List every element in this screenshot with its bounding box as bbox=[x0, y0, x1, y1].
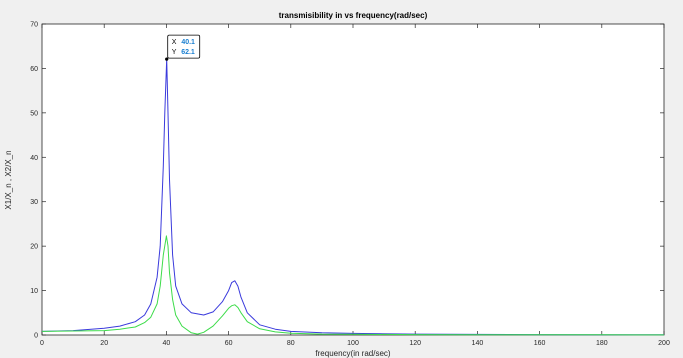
x-axis-label: frequency(in rad/sec) bbox=[315, 349, 390, 358]
x-tick-label: 100 bbox=[347, 340, 359, 347]
data-tip-box bbox=[167, 34, 201, 59]
x-tick-label: 60 bbox=[225, 340, 233, 347]
x-tick-label: 80 bbox=[287, 340, 295, 347]
series-line-1 bbox=[41, 58, 665, 336]
data-tip-x-label: X bbox=[172, 39, 177, 46]
data-tip-x-value: 40.1 bbox=[181, 39, 195, 46]
data-tip-y-value: 62.1 bbox=[181, 49, 195, 56]
x-tick-label: 0 bbox=[40, 340, 44, 347]
data-tip[interactable]: X 40.1 Y 62.1 bbox=[165, 34, 201, 61]
y-tick-label: 50 bbox=[30, 110, 38, 117]
y-tick-label: 0 bbox=[34, 333, 38, 340]
x-axis-ticks: 0 20 40 60 80 100 120 140 160 180 200 bbox=[40, 24, 670, 347]
data-tip-x-row: X 40.1 bbox=[172, 39, 195, 46]
data-tip-marker[interactable] bbox=[165, 57, 169, 61]
plot-lines bbox=[41, 58, 665, 336]
y-tick-label: 70 bbox=[30, 22, 38, 29]
y-tick-label: 30 bbox=[30, 199, 38, 206]
y-tick-label: 20 bbox=[30, 244, 38, 251]
x-tick-label: 20 bbox=[100, 340, 108, 347]
series-line-2 bbox=[41, 235, 665, 336]
data-tip-y-row: Y 62.1 bbox=[172, 49, 195, 56]
y-axis-ticks: 0 10 20 30 40 50 60 70 bbox=[30, 22, 664, 340]
x-tick-label: 40 bbox=[163, 340, 171, 347]
chart-title: transmisibility in vs frequency(rad/sec) bbox=[279, 11, 428, 20]
y-tick-label: 60 bbox=[30, 66, 38, 73]
data-tip-y-label: Y bbox=[172, 49, 177, 56]
x-tick-label: 120 bbox=[409, 340, 421, 347]
axes-background bbox=[41, 23, 665, 336]
y-axis-label: X1/X_n , X2/X_n bbox=[4, 150, 13, 209]
x-tick-label: 140 bbox=[472, 340, 484, 347]
x-tick-label: 160 bbox=[534, 340, 546, 347]
x-tick-label: 180 bbox=[596, 340, 608, 347]
y-tick-label: 40 bbox=[30, 155, 38, 162]
y-tick-label: 10 bbox=[30, 288, 38, 295]
x-tick-label: 200 bbox=[658, 340, 670, 347]
